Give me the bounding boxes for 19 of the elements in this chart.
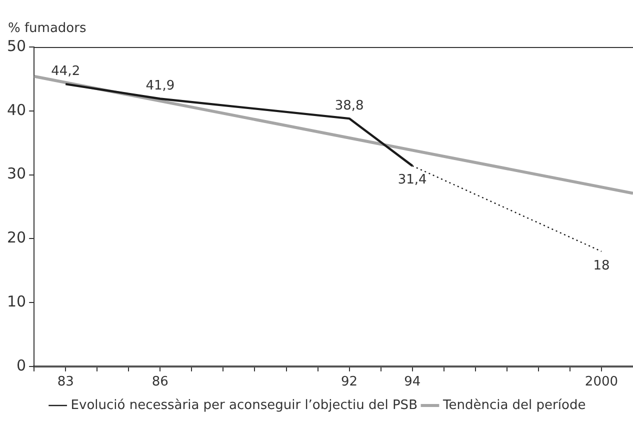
y-tick-label: 30 xyxy=(6,164,26,183)
data-label: 44,2 xyxy=(51,64,80,79)
y-tick-label: 20 xyxy=(6,228,26,247)
x-tick-label: 86 xyxy=(152,374,168,390)
legend-label: Tendència del període xyxy=(442,398,586,413)
y-tick-label: 40 xyxy=(6,100,26,119)
legend-label: Evolució necessària per aconseguir l’objectiu del PSB xyxy=(70,398,418,413)
x-tick-label: 94 xyxy=(404,374,421,390)
y-axis-title: % fumadors xyxy=(8,20,86,36)
data-label: 41,9 xyxy=(146,78,175,94)
y-tick-label: 10 xyxy=(6,292,26,310)
x-tick-label: 83 xyxy=(57,374,74,390)
y-tick-label: 50 xyxy=(6,36,26,55)
x-tick-label: 92 xyxy=(341,374,358,390)
data-label: 38,8 xyxy=(334,98,364,114)
y-tick-label: 0 xyxy=(16,356,26,374)
data-label: 18 xyxy=(593,258,610,274)
x-tick-label: 2000 xyxy=(584,374,618,390)
data-label: 31,4 xyxy=(398,172,427,188)
